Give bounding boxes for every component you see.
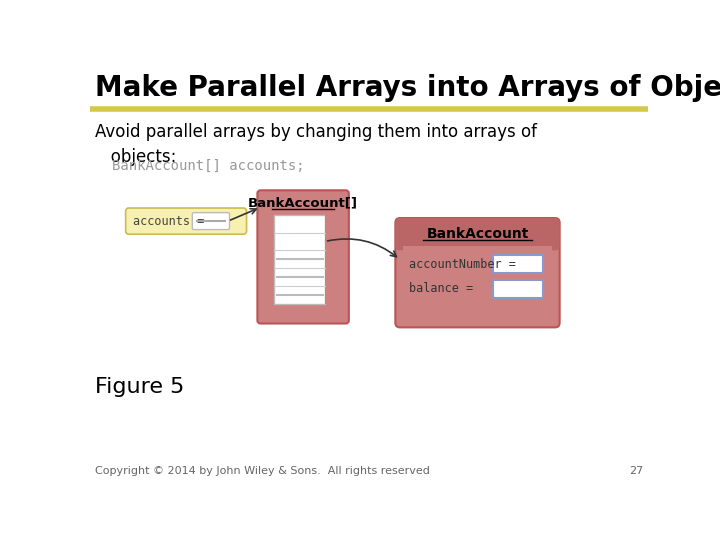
FancyBboxPatch shape [126,208,246,234]
FancyBboxPatch shape [395,218,559,327]
FancyBboxPatch shape [325,215,336,303]
Text: Make Parallel Arrays into Arrays of Objects: Make Parallel Arrays into Arrays of Obje… [94,74,720,102]
FancyBboxPatch shape [274,215,325,303]
FancyBboxPatch shape [493,280,544,298]
FancyBboxPatch shape [493,255,544,273]
Text: BankAccount[]: BankAccount[] [248,197,358,210]
FancyBboxPatch shape [403,246,552,320]
FancyBboxPatch shape [258,190,349,323]
Text: Copyright © 2014 by John Wiley & Sons.  All rights reserved: Copyright © 2014 by John Wiley & Sons. A… [94,467,430,476]
Text: BankAccount: BankAccount [426,227,528,241]
Text: BankAccount[] accounts;: BankAccount[] accounts; [112,159,305,173]
Text: Figure 5: Figure 5 [94,377,184,397]
Text: accountNumber =: accountNumber = [409,258,516,271]
Text: accounts =: accounts = [133,214,204,228]
FancyBboxPatch shape [395,218,559,251]
Text: balance =: balance = [409,282,474,295]
FancyBboxPatch shape [192,213,230,230]
Text: Avoid parallel arrays by changing them into arrays of
   objects:: Avoid parallel arrays by changing them i… [94,123,536,166]
FancyBboxPatch shape [400,240,555,247]
Text: 27: 27 [629,467,644,476]
